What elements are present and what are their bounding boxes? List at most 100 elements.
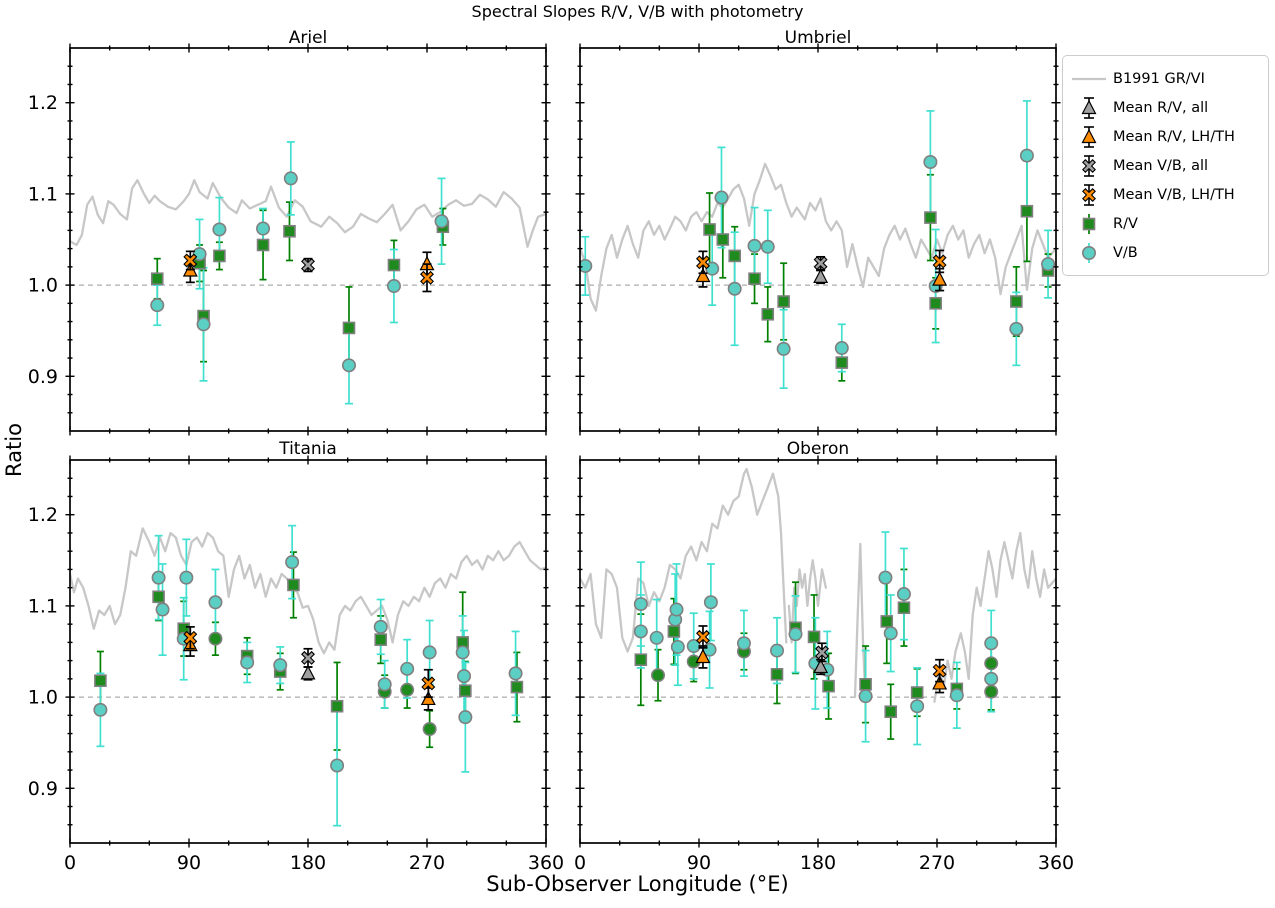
rv-square-marker [748, 272, 761, 286]
rv-square-marker [150, 272, 164, 286]
mean-rv-triangle-marker [420, 690, 436, 706]
mean-vb-x-marker [183, 630, 198, 645]
vb-circle-marker [386, 279, 401, 294]
vb-circle-marker [400, 661, 415, 676]
legend-item-label: Mean R/V, all [1113, 99, 1209, 116]
panel-oberon: 0 90 180 270 360 [574, 455, 1074, 874]
vb-circle-marker [714, 190, 729, 205]
rv-square-marker [770, 667, 784, 681]
vb-circle-marker [256, 221, 271, 236]
rv-square-marker [728, 249, 742, 263]
y-tick-label: 0.9 [28, 366, 58, 388]
vb-circle-marker [457, 669, 472, 684]
vb-circle-marker [776, 341, 791, 356]
rv-square-marker [761, 307, 775, 321]
vb-circle-marker [984, 671, 999, 686]
rv-square-marker [330, 699, 344, 713]
y-tick-label: 1.2 [28, 504, 58, 526]
rv-square-marker [667, 625, 681, 638]
y-tick-label: 1.1 [28, 183, 58, 205]
vb-circle-marker [434, 214, 449, 229]
mean_rv_all-legend-icon [1081, 96, 1097, 119]
rv-square-marker [387, 258, 401, 272]
legend-item-label: B1991 GR/VI [1113, 70, 1205, 87]
vb-circle-marker [455, 645, 470, 660]
mean-vb-x-marker [696, 629, 710, 644]
vb-circle-marker [93, 702, 108, 717]
legend-item-label: V/B [1113, 244, 1138, 261]
rv-square-marker [283, 224, 296, 238]
x-tick-label: 360 [528, 852, 564, 874]
rv-square-marker [1020, 204, 1034, 218]
legend-item-mean_rv_lhth: Mean R/V, LH/TH [1069, 122, 1262, 151]
rv-square-marker [716, 233, 730, 246]
vb-circle-marker [896, 587, 911, 602]
mean-vb-x-marker [301, 258, 315, 272]
legend-item-label: Mean V/B, LH/TH [1113, 186, 1235, 203]
rv-square-marker [459, 684, 472, 698]
legend-item-label: Mean V/B, all [1113, 157, 1209, 174]
panel-titania: 0 90 180 270 360 0.9 1.0 1.1 1.2 [28, 455, 564, 874]
vb-circle-marker [923, 154, 938, 169]
vb-circle-marker [212, 222, 227, 237]
legend-item-vb: V/B [1069, 238, 1262, 267]
mean-rv-triangle-marker [695, 267, 711, 283]
rv-circle-marker [984, 656, 999, 671]
vb-circle-marker [910, 699, 925, 714]
rv-square-marker [256, 238, 270, 252]
mean-vb-x-marker [301, 650, 315, 665]
mean_rv_lhth-legend-icon [1081, 125, 1097, 148]
mean-vb-x-marker [183, 253, 198, 268]
x-tick-label: 180 [290, 852, 326, 874]
vb-circle-marker [747, 238, 762, 253]
b1991-curve [580, 467, 788, 653]
vb-circle-marker [670, 639, 685, 654]
b1991-curve [787, 559, 828, 644]
x-tick-label: 360 [1038, 852, 1074, 874]
vb-circle-marker [878, 570, 893, 585]
vb-circle-marker [883, 626, 898, 641]
b1991-curve [70, 527, 546, 655]
rv-square-marker [777, 295, 790, 308]
rv-square-marker [213, 249, 226, 263]
legend-item-label: Mean R/V, LH/TH [1113, 128, 1235, 145]
x-tick-label: 180 [800, 852, 836, 874]
mean-rv-triangle-marker [813, 658, 829, 674]
vb-circle-marker [330, 758, 345, 773]
rv-square-marker [835, 356, 849, 369]
vb-circle-marker [508, 666, 523, 681]
panel-title-titania: Titania [279, 439, 337, 459]
y-tick-label: 1.1 [28, 595, 58, 617]
vb-circle-marker [196, 317, 211, 332]
legend-item-b1991: B1991 GR/VI [1069, 64, 1262, 93]
vb-circle-marker [1019, 148, 1034, 163]
x-tick-label: 270 [409, 852, 445, 874]
mean-vb-x-marker [932, 663, 947, 678]
vb-circle-marker [703, 595, 718, 610]
x-tick-label: 0 [64, 852, 76, 874]
rv-square-marker [859, 678, 872, 691]
panel-title-ariel: Ariel [288, 28, 328, 48]
y-tick-label: 0.9 [28, 778, 58, 800]
rv-square-marker [929, 297, 942, 310]
rv-square-marker [884, 705, 898, 718]
rv-circle-marker [208, 631, 223, 646]
x-tick-label: 90 [177, 852, 201, 874]
vb-circle-marker [633, 597, 648, 612]
vb-circle-marker [1009, 321, 1024, 336]
rv-square-marker [342, 321, 356, 335]
mean-vb-x-marker [813, 256, 828, 271]
panel-umbriel [575, 43, 1061, 436]
vb-circle-marker [770, 643, 785, 658]
rv-square-marker [287, 578, 300, 592]
b1991-curve [933, 531, 1056, 703]
vb-circle-marker [150, 298, 165, 313]
x-axis-label: Sub-Observer Longitude (°E) [486, 872, 789, 896]
rv-circle-marker [422, 722, 437, 737]
y-tick-label: 1.0 [28, 687, 58, 709]
mean-vb-x-marker [932, 254, 947, 269]
legend-item-mean_vb_all: Mean V/B, all [1069, 151, 1262, 180]
vb-circle-marker [633, 624, 648, 639]
rv-square-marker [910, 686, 924, 699]
